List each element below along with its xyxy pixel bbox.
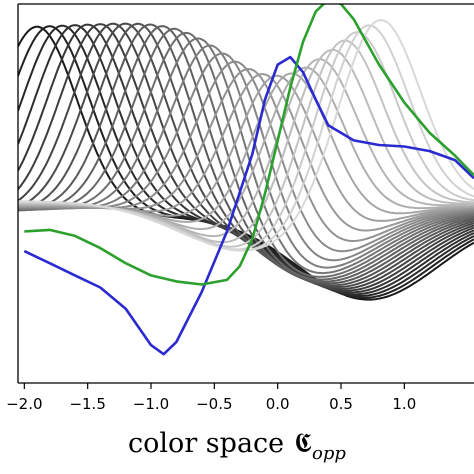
axes-frame — [17, 3, 474, 384]
x-axis-label: color space 𝕮opp — [128, 428, 346, 464]
x-tick-label: −2.0 — [6, 395, 42, 413]
basis-curve — [18, 25, 474, 283]
x-axis-label-text: color space — [128, 428, 284, 459]
basis-curve — [18, 22, 474, 288]
x-axis-label-symbol: 𝕮 — [294, 428, 312, 459]
basis-curve — [18, 27, 474, 281]
x-tick-label: −0.5 — [196, 395, 232, 413]
series-line-0 — [23, 55, 474, 356]
x-axis-ticks: −2.0 −1.5 −1.0 −0.5 0.0 0.5 1.0 — [6, 383, 416, 413]
x-tick-label: −1.5 — [69, 395, 105, 413]
basis-curve — [18, 37, 474, 275]
basis-curve — [18, 31, 474, 278]
highlighted-series — [23, 4, 474, 356]
basis-curves — [18, 18, 474, 301]
x-tick-label: 0.0 — [266, 395, 290, 413]
series-line-1 — [24, 4, 474, 286]
x-axis-label-subscript: opp — [312, 443, 346, 464]
x-tick-label: −1.0 — [133, 395, 169, 413]
basis-curve — [18, 23, 474, 285]
basis-curve — [18, 22, 474, 287]
basis-curve — [18, 39, 474, 248]
x-tick-label: 1.0 — [392, 395, 416, 413]
x-tick-label: 0.5 — [329, 395, 353, 413]
basis-curve — [18, 25, 474, 299]
